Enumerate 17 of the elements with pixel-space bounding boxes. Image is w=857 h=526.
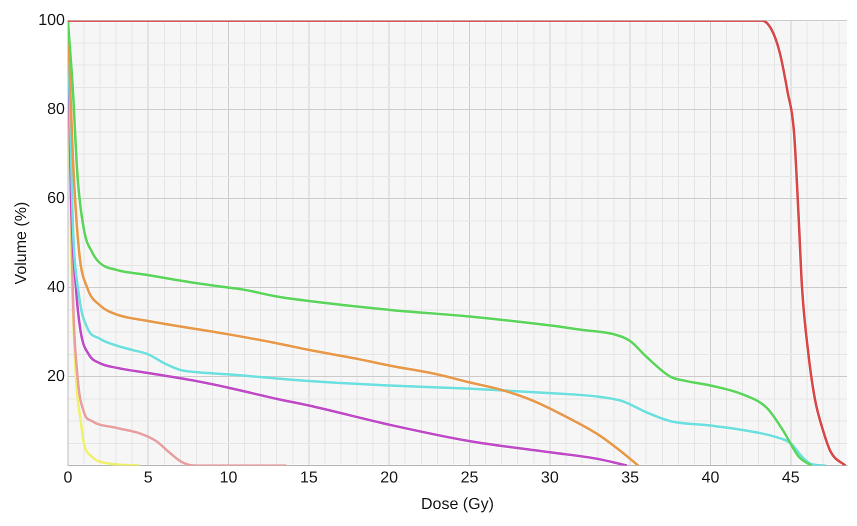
y-tick-label: 80 xyxy=(47,101,65,118)
x-tick-label: 40 xyxy=(702,470,720,487)
y-tick-label: 100 xyxy=(38,12,65,30)
x-tick-label: 35 xyxy=(621,470,640,487)
y-tick-label: 60 xyxy=(47,190,65,208)
x-tick-label: 10 xyxy=(220,470,238,487)
x-tick-label: 45 xyxy=(782,470,800,487)
x-tick-label: 30 xyxy=(540,470,559,487)
x-tick-label: 5 xyxy=(144,470,153,487)
y-tick-label: 40 xyxy=(47,279,65,296)
x-axis-title: Dose (Gy) xyxy=(420,496,494,513)
x-tick-label: 20 xyxy=(380,470,398,487)
x-tick-label: 0 xyxy=(63,470,72,487)
x-tick-label: 25 xyxy=(460,470,478,487)
y-tick-label: 20 xyxy=(47,368,65,386)
y-axis-title: Volume (%) xyxy=(13,202,30,284)
x-tick-label: 15 xyxy=(300,470,318,487)
